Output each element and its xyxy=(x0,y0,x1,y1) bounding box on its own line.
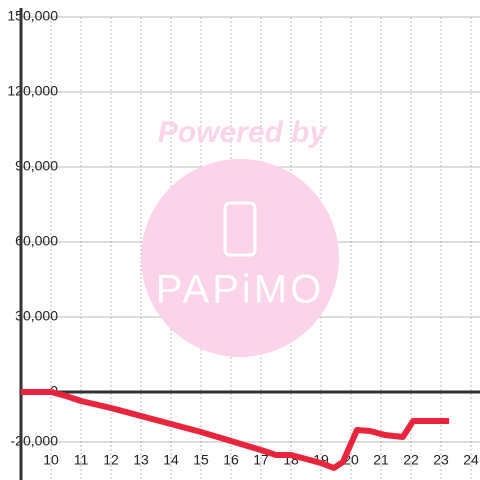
x-tick-label: 10 xyxy=(43,452,59,468)
x-tick-label: 24 xyxy=(463,452,479,468)
watermark-icon xyxy=(223,201,257,257)
x-tick-label: 22 xyxy=(403,452,419,468)
y-tick-label: 120,000 xyxy=(7,83,58,99)
x-tick-label: 13 xyxy=(133,452,149,468)
x-tick-label: 21 xyxy=(373,452,389,468)
x-tick-label: 11 xyxy=(74,452,89,468)
x-tick-label: 17 xyxy=(253,452,269,468)
x-tick-label: 15 xyxy=(193,452,209,468)
y-tick-label: 90,000 xyxy=(15,158,58,174)
data-line xyxy=(21,389,450,471)
y-tick-label: 150,000 xyxy=(7,8,58,24)
y-tick-label: 30,000 xyxy=(15,308,58,324)
y-tick-label: -20,000 xyxy=(11,433,59,449)
x-tick-label: 12 xyxy=(103,452,119,468)
y-tick-label: 60,000 xyxy=(15,233,58,249)
plot: 101112131415161718192021222324-20,000030… xyxy=(7,8,480,480)
x-tick-label: 23 xyxy=(433,452,449,468)
watermark-circle xyxy=(141,159,339,357)
watermark-logo: PAPiMO xyxy=(156,268,324,312)
x-tick-label: 16 xyxy=(223,452,239,468)
x-tick-label: 14 xyxy=(163,452,179,468)
watermark-text: Powered by xyxy=(158,116,328,149)
watermark: Powered by PAPiMO xyxy=(141,116,339,357)
